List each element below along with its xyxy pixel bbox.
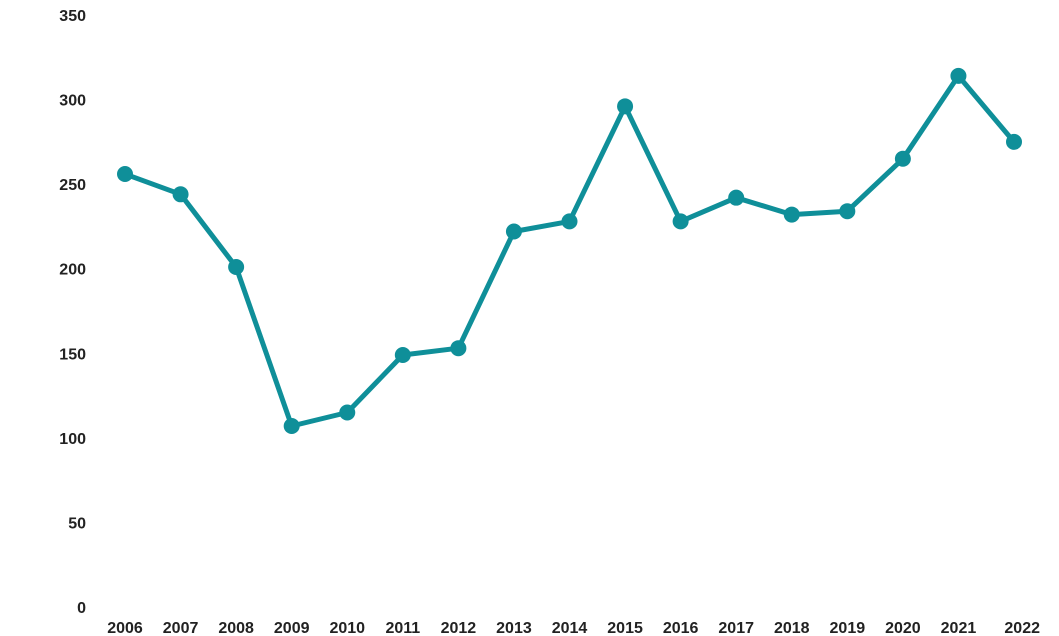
x-axis-tick-labels: 2006 2007 2008 2009 2010 2011 2012 2013 2014 2015… — [107, 620, 1040, 636]
data-point — [783, 206, 800, 223]
x-tick-label: 2020 — [885, 620, 921, 636]
data-point — [728, 189, 745, 206]
data-point — [172, 186, 189, 203]
data-point — [894, 150, 911, 167]
x-tick-label: 2009 — [274, 620, 310, 636]
data-point — [1006, 133, 1022, 150]
x-tick-label: 2011 — [385, 620, 420, 636]
x-tick-label: 2022 — [1004, 620, 1040, 636]
x-tick-label: 2017 — [718, 620, 754, 636]
x-tick-label: 2008 — [218, 620, 254, 636]
y-tick-label: 250 — [59, 177, 86, 194]
data-point — [672, 213, 689, 230]
series-line — [122, 73, 1017, 429]
y-tick-label: 0 — [77, 600, 86, 617]
data-point — [228, 259, 245, 276]
y-tick-label: 300 — [59, 93, 86, 110]
data-point — [339, 404, 356, 421]
data-point — [283, 418, 300, 435]
x-tick-label: 2010 — [329, 620, 365, 636]
x-tick-label: 2015 — [607, 620, 643, 636]
x-tick-label: 2019 — [830, 620, 866, 636]
y-tick-label: 150 — [59, 346, 86, 363]
data-point — [950, 67, 967, 84]
data-point — [617, 98, 634, 115]
data-point — [450, 340, 467, 357]
data-point — [117, 165, 133, 182]
y-tick-label: 50 — [68, 515, 86, 532]
x-tick-label: 2013 — [496, 620, 532, 636]
x-tick-label: 2016 — [663, 620, 699, 636]
y-tick-label: 350 — [59, 8, 86, 25]
data-point — [561, 213, 578, 230]
series-lines — [122, 73, 1017, 429]
data-point — [505, 223, 522, 240]
x-tick-label: 2021 — [941, 620, 977, 636]
y-axis-tick-labels: 0 50 100 150 200 250 300 350 — [59, 8, 86, 617]
x-tick-label: 2007 — [163, 620, 199, 636]
data-point — [394, 346, 411, 363]
x-tick-label: 2014 — [552, 620, 588, 636]
x-tick-label: 2006 — [107, 620, 143, 636]
data-point — [839, 203, 856, 220]
x-tick-label: 2018 — [774, 620, 810, 636]
series-points — [117, 67, 1022, 435]
x-tick-label: 2012 — [441, 620, 477, 636]
y-tick-label: 100 — [59, 431, 86, 448]
y-tick-label: 200 — [59, 262, 86, 279]
